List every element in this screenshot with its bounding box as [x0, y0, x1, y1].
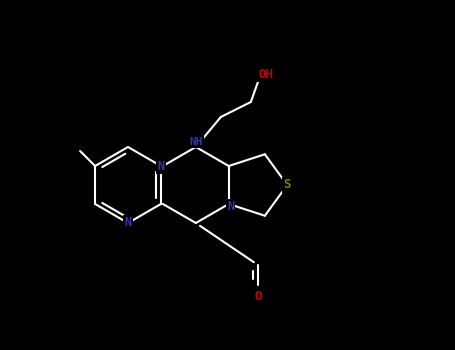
Text: S: S — [283, 178, 291, 191]
Text: N: N — [157, 160, 164, 173]
Text: N: N — [124, 217, 131, 230]
Text: O: O — [254, 290, 262, 303]
Text: NH: NH — [189, 137, 202, 147]
Text: OH: OH — [258, 68, 273, 80]
Text: N: N — [227, 201, 234, 214]
